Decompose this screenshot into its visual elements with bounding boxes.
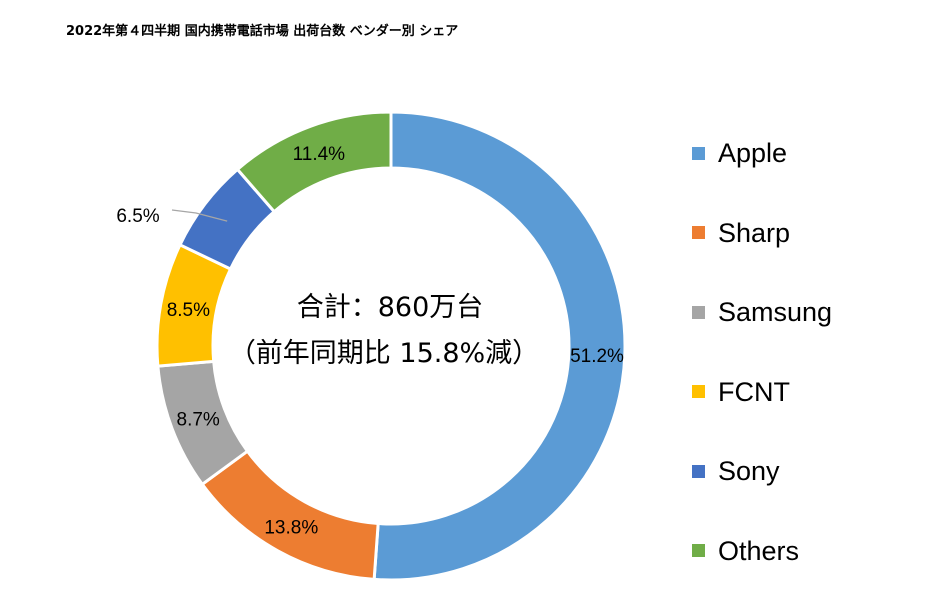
data-label-sharp: 13.8% bbox=[264, 517, 318, 538]
data-label-others: 11.4% bbox=[293, 144, 346, 165]
data-labels-group: 51.2% 13.8% 8.7% 8.5% 6.5% 11.4% bbox=[116, 144, 624, 538]
center-yoy-label: （前年同期比 15.8%減） bbox=[229, 338, 539, 369]
data-label-apple: 51.2% bbox=[570, 346, 624, 367]
legend-swatch-sony bbox=[692, 464, 705, 478]
center-total-label: 合計：860万台 bbox=[297, 292, 484, 323]
legend-item-sharp: Sharp bbox=[692, 213, 790, 253]
leader-line-sony bbox=[171, 209, 228, 222]
data-label-samsung: 8.7% bbox=[177, 409, 220, 430]
legend-item-others: Others bbox=[692, 531, 799, 571]
legend-swatch-samsung bbox=[692, 305, 705, 319]
legend-label-sony: Sony bbox=[718, 456, 780, 486]
legend-swatch-apple bbox=[692, 146, 705, 160]
legend-item-apple: Apple bbox=[692, 133, 787, 173]
legend-label-sharp: Sharp bbox=[718, 217, 791, 248]
data-label-fcnt: 8.5% bbox=[167, 300, 210, 321]
chart-title: 2022年第４四半期 国内携帯電話市場 出荷台数 ベンダー別 シェア bbox=[66, 24, 459, 39]
leader-lines-group bbox=[171, 209, 228, 222]
slice-sharp bbox=[200, 449, 380, 581]
legend-label-others: Others bbox=[718, 535, 800, 566]
legend-swatch-fcnt bbox=[692, 385, 705, 398]
slice-others bbox=[235, 110, 393, 214]
slice-apple bbox=[372, 110, 627, 582]
data-label-sony: 6.5% bbox=[116, 206, 159, 227]
legend-item-samsung: Samsung bbox=[692, 292, 832, 332]
legend-swatch-others bbox=[692, 544, 705, 557]
legend-label-samsung: Samsung bbox=[718, 297, 833, 327]
legend-item-fcnt: FCNT bbox=[692, 372, 790, 412]
legend-label-apple: Apple bbox=[718, 138, 788, 168]
legend-swatch-sharp bbox=[692, 226, 705, 239]
legend-label-fcnt: FCNT bbox=[718, 376, 790, 407]
slices-group bbox=[155, 110, 627, 582]
legend-item-sony: Sony bbox=[692, 451, 780, 491]
